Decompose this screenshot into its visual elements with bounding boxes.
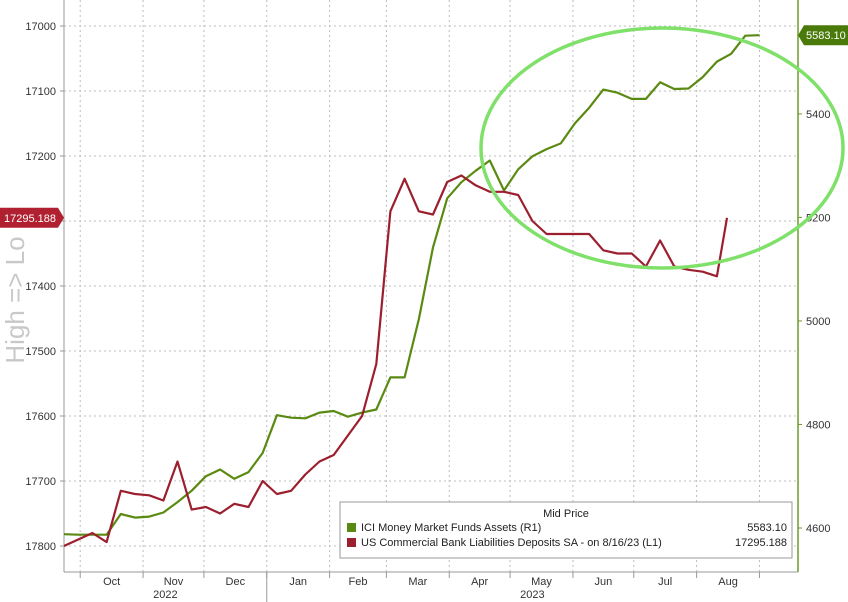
left-tick-label: 17800 [25,541,56,553]
right-last-value-tag [798,25,848,46]
right-tick-label: 5400 [806,109,830,121]
left-last-value-text: 17295.188 [4,213,56,225]
axis-layer: 17000 17100 17200 17400 17500 17600 17700 17800… [25,0,830,602]
legend-title: Mid Price [543,508,589,520]
right-tick-label: 4600 [806,523,830,535]
month-label: Mar [408,576,427,588]
money-market-series-line [64,34,760,536]
legend-entry-value: 5583.10 [747,522,787,534]
month-label: Jul [658,576,672,588]
month-label: Jan [289,576,307,588]
left-tick-label: 17600 [25,411,56,423]
right-tick-label: 5000 [806,316,830,328]
month-label: Feb [349,576,368,588]
legend-swatch [347,523,356,532]
grid-layer [64,0,798,572]
month-label: Oct [103,576,120,588]
legend-swatch [347,538,356,547]
legend-box [339,501,793,559]
left-last-value-tag [0,207,64,228]
tag-layer: 17295.188 5583.10 [0,25,848,228]
year-label: 2023 [520,589,544,601]
legend-entry-label: ICI Money Market Funds Assets (R1) [361,522,541,534]
left-axis-label: High => Lo [0,236,30,363]
month-label: Apr [471,576,488,588]
left-tick-label: 17400 [25,281,56,293]
month-label: Jun [594,576,612,588]
left-tick-label: 17100 [25,86,56,98]
left-tick-label: 17700 [25,476,56,488]
highlight-ellipse [479,26,845,270]
bank-deposits-series-line [64,174,729,548]
legend-entry-label: US Commercial Bank Liabilities Deposits … [361,537,662,549]
month-label: Nov [164,576,184,588]
right-tick-label: 4800 [806,419,830,431]
month-label: May [531,576,552,588]
left-tick-label: 17500 [25,346,56,358]
year-label: 2022 [153,589,177,601]
right-last-value-text: 5583.10 [806,30,846,42]
month-label: Dec [226,576,246,588]
series-layer [64,34,760,548]
left-tick-label: 17000 [25,21,56,33]
month-label: Aug [718,576,738,588]
left-tick-label: 17200 [25,151,56,163]
legend-entry-value: 17295.188 [735,537,787,549]
